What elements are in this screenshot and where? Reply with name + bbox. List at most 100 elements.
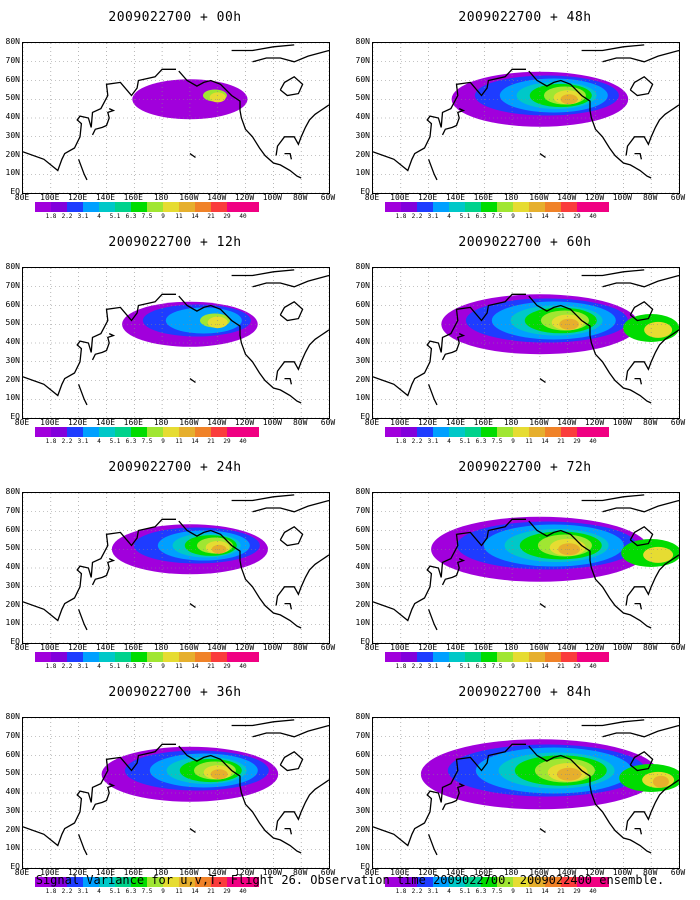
lon-tick-label: 140W <box>207 643 227 652</box>
forecast-panel: 2009022700 + 24h 80N 70N 60N 50N 40N 30N 20N 10N… <box>0 450 350 670</box>
colorbar-swatch <box>593 877 609 887</box>
lon-tick-label: 180 <box>153 643 169 652</box>
colorbar-tick-label: 7.5 <box>141 213 153 220</box>
lon-tick-label: 140E <box>445 868 466 877</box>
lon-tick-label: 100E <box>40 418 60 427</box>
coastline <box>602 49 679 63</box>
colorbar-swatch <box>83 427 99 437</box>
colorbar-tick-label: 9 <box>511 663 515 670</box>
coastline <box>581 44 645 52</box>
lon-tick-label: 140W <box>207 418 227 427</box>
lon-tick-label: 80E <box>364 868 380 877</box>
colorbar-tick-label: 11 <box>525 888 533 895</box>
colorbar-swatch <box>401 652 417 662</box>
coastline <box>279 526 304 547</box>
colorbar-swatch <box>83 652 99 662</box>
lon-tick-label: 80W <box>292 418 308 427</box>
colorbar-tick-label: 40 <box>239 438 247 445</box>
lat-tick-label: 40N <box>5 112 20 121</box>
colorbar-swatch <box>577 652 593 662</box>
colorbar-tick-label: 11 <box>525 663 533 670</box>
colorbar-tick-label: 21 <box>207 213 215 220</box>
colorbar-tick-label: 2.2 <box>411 213 423 220</box>
colorbar-tick-label: 9 <box>161 438 165 445</box>
colorbar-swatch <box>147 427 163 437</box>
colorbar-tick-label: 5.1 <box>109 438 121 445</box>
colorbar-tick-label: 6.3 <box>475 213 487 220</box>
lat-tick-label: 50N <box>5 93 20 103</box>
coastline <box>284 152 293 160</box>
colorbar-tick-label: 6.3 <box>475 663 487 670</box>
colorbar-tick-label: 9 <box>161 213 165 220</box>
lat-tick-label: 10N <box>5 618 20 628</box>
colorbar-swatch <box>433 877 449 887</box>
coastline <box>625 104 679 156</box>
panel-title: 2009022700 + 24h <box>108 460 242 475</box>
map-svg <box>23 43 329 193</box>
colorbar-swatch <box>497 202 513 212</box>
variance-map <box>372 492 680 644</box>
colorbar <box>385 877 609 887</box>
colorbar-swatch <box>131 877 147 887</box>
colorbar-tick-label: 7.5 <box>491 888 503 895</box>
lat-tick-label: 20N <box>5 374 20 384</box>
colorbar-tick-label: 11 <box>525 438 533 445</box>
colorbar-tick-label: 40 <box>589 888 597 895</box>
colorbar-tick-label: 6.3 <box>125 663 137 670</box>
colorbar-tick-label: 29 <box>223 213 231 220</box>
colorbar-tick-label: 21 <box>557 663 565 670</box>
colorbar-tick-label: 7.5 <box>141 663 153 670</box>
colorbar <box>35 877 259 887</box>
colorbar-tick-label: 29 <box>573 213 581 220</box>
colorbar-tick-label: 6.3 <box>475 888 487 895</box>
variance-map <box>372 42 680 194</box>
lon-tick-label: 120E <box>417 193 438 202</box>
colorbar-swatch <box>179 202 195 212</box>
colorbar-swatch <box>529 202 545 212</box>
variance-map <box>22 492 330 644</box>
lat-tick-label: 60N <box>355 524 370 534</box>
coastline <box>427 834 438 856</box>
colorbar-swatch <box>497 877 513 887</box>
lon-tick-label: 80E <box>364 193 380 202</box>
colorbar-swatch <box>163 202 179 212</box>
colorbar-swatch <box>35 877 51 887</box>
lat-tick-label: 20N <box>5 824 20 834</box>
colorbar-swatch <box>417 202 433 212</box>
colorbar-swatch <box>131 202 147 212</box>
lat-tick-label: 80N <box>355 712 370 721</box>
colorbar-labels: 1.8 2.2 3.1 4 5.1 6.3 7.5 9 11 14 21 29 40 <box>35 663 307 673</box>
coastline <box>441 108 466 136</box>
colorbar-swatch <box>545 427 561 437</box>
lat-tick-label: 60N <box>5 299 20 309</box>
lat-tick-label: 60N <box>5 524 20 534</box>
map-svg <box>373 493 679 643</box>
lon-tick-label: 140E <box>445 643 466 652</box>
lon-tick-label: 60W <box>670 193 686 202</box>
coastline <box>629 751 654 772</box>
lat-tick-label: 40N <box>355 112 370 121</box>
lon-tick-label: 160W <box>179 868 199 877</box>
colorbar-swatch <box>131 652 147 662</box>
colorbar-tick-label: 7.5 <box>141 438 153 445</box>
coastline <box>528 70 652 179</box>
colorbar-swatch <box>481 202 497 212</box>
lon-tick-label: 80W <box>292 643 308 652</box>
colorbar-swatch <box>211 652 227 662</box>
colorbar-swatch <box>529 652 545 662</box>
map-svg <box>373 268 679 418</box>
colorbar <box>35 652 259 662</box>
lat-tick-label: 40N <box>355 337 370 346</box>
lat-tick-label: 50N <box>355 318 370 328</box>
lon-tick-label: 100W <box>262 643 282 652</box>
colorbar-swatch <box>577 427 593 437</box>
colorbar-swatch <box>513 202 529 212</box>
colorbar-swatch <box>545 652 561 662</box>
colorbar-tick-label: 14 <box>191 888 199 895</box>
colorbar-tick-label: 2.2 <box>411 663 423 670</box>
colorbar-swatch <box>385 877 401 887</box>
coastline <box>23 518 176 622</box>
coastline <box>629 526 654 547</box>
lon-tick-label: 100E <box>40 193 60 202</box>
colorbar-tick-label: 3.1 <box>77 438 89 445</box>
